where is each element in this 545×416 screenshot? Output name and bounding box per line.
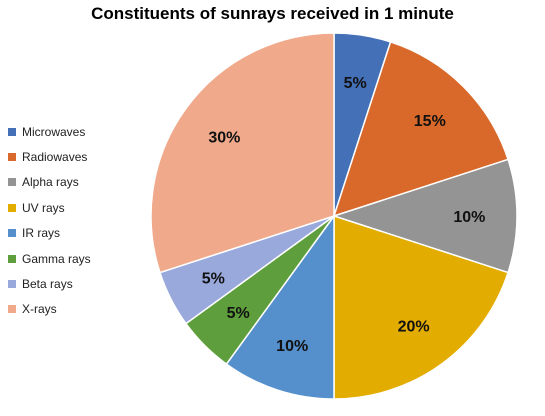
legend-swatch <box>8 127 16 136</box>
legend-label: Radiowaves <box>22 150 88 165</box>
legend-swatch <box>8 178 16 187</box>
legend-item-beta-rays: Beta rays <box>8 271 138 296</box>
pie-slice-alpha-rays <box>331 158 518 274</box>
legend-swatch <box>8 153 16 162</box>
legend-item-ir-rays: IR rays <box>8 221 138 246</box>
slice-label-radiowaves: 15% <box>414 113 446 130</box>
legend-label: Microwaves <box>22 124 86 139</box>
slice-label-alpha-rays: 10% <box>453 209 485 226</box>
legend-item-alpha-rays: Alpha rays <box>8 170 138 195</box>
slice-label-uv-rays: 20% <box>398 319 430 336</box>
legend-label: UV rays <box>22 200 65 215</box>
legend-swatch <box>8 254 16 263</box>
legend-label: Gamma rays <box>22 251 91 266</box>
legend-swatch <box>8 203 16 212</box>
chart-title: Constituents of sunrays received in 1 mi… <box>91 4 454 23</box>
legend-swatch <box>8 305 16 314</box>
pie-slice-uv-rays <box>333 214 509 400</box>
legend-item-gamma-rays: Gamma rays <box>8 246 138 271</box>
legend-item-radiowaves: Radiowaves <box>8 144 138 169</box>
slice-label-gamma-rays: 5% <box>227 305 250 322</box>
legend-label: Beta rays <box>22 277 73 292</box>
slice-label-ir-rays: 10% <box>276 338 308 355</box>
legend-item-microwaves: Microwaves <box>8 119 138 144</box>
slice-label-beta-rays: 5% <box>202 271 225 288</box>
legend-swatch <box>8 280 16 289</box>
legend-label: Alpha rays <box>22 175 79 190</box>
legend-item-uv-rays: UV rays <box>8 195 138 220</box>
slice-label-x-rays: 30% <box>208 129 240 146</box>
legend-swatch <box>8 229 16 238</box>
legend: Microwaves Radiowaves Alpha rays UV rays IR … <box>8 119 138 322</box>
pie-slice-x-rays <box>150 32 335 274</box>
slice-label-microwaves: 5% <box>344 75 367 92</box>
legend-label: IR rays <box>22 226 61 241</box>
legend-item-x-rays: X-rays <box>8 297 138 322</box>
legend-label: X-rays <box>22 302 57 317</box>
pie-slice-radiowaves <box>332 41 509 218</box>
pie-slice-ir-rays <box>225 213 335 400</box>
